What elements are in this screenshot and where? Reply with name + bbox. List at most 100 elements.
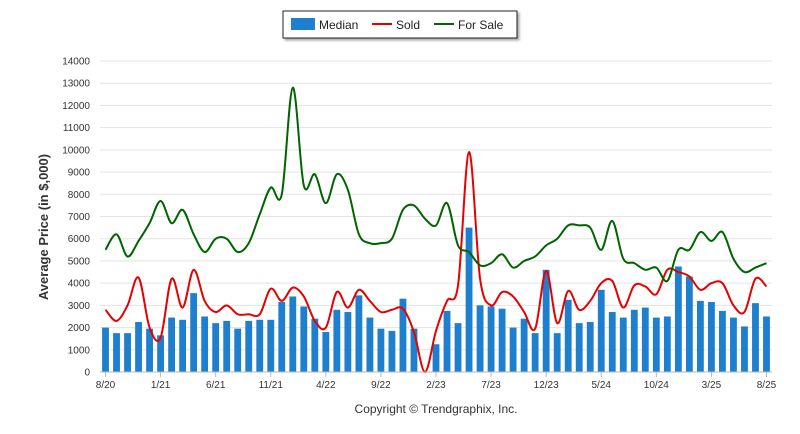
y-tick-label: 10000 bbox=[62, 145, 90, 156]
median-bar bbox=[388, 330, 396, 372]
x-tick-label: 11/21 bbox=[259, 380, 284, 391]
median-bar bbox=[707, 302, 715, 372]
legend-box bbox=[282, 10, 518, 39]
legend: Median Sold For Sale bbox=[282, 10, 518, 39]
median-bar bbox=[102, 327, 109, 372]
median-bar bbox=[564, 299, 572, 372]
legend-item-sold[interactable]: Sold bbox=[372, 18, 420, 32]
x-tick-label: 8/20 bbox=[96, 380, 116, 391]
copyright-credit: Copyright © Trendgraphix, Inc. bbox=[355, 402, 518, 416]
median-bar bbox=[730, 317, 737, 372]
y-tick-label: 11000 bbox=[63, 123, 91, 134]
x-tick-label: 5/24 bbox=[592, 380, 612, 391]
for-sale-line bbox=[104, 86, 767, 283]
median-bar bbox=[124, 333, 131, 372]
median-bar bbox=[300, 306, 308, 372]
median-bar bbox=[608, 312, 616, 372]
median-bar bbox=[399, 298, 407, 372]
median-bar bbox=[696, 300, 704, 372]
x-tick-label: 3/25 bbox=[702, 380, 722, 391]
y-tick-label: 8000 bbox=[68, 190, 91, 201]
median-bar bbox=[531, 333, 539, 372]
median-bar bbox=[763, 316, 770, 372]
y-tick-label: 9000 bbox=[68, 168, 91, 179]
median-bar bbox=[157, 335, 165, 372]
y-tick-label: 4000 bbox=[68, 279, 91, 290]
median-bar bbox=[190, 293, 198, 372]
median-bar bbox=[630, 309, 638, 372]
legend-label-median: Median bbox=[319, 18, 358, 32]
median-bars bbox=[102, 227, 770, 372]
median-bar bbox=[201, 316, 209, 372]
median-bar bbox=[212, 323, 220, 372]
median-bar bbox=[278, 302, 286, 372]
median-bar bbox=[322, 332, 330, 372]
x-tick-label: 4/22 bbox=[316, 380, 336, 391]
median-bar bbox=[476, 305, 484, 372]
median-bar bbox=[752, 303, 759, 372]
median-bar bbox=[685, 276, 693, 372]
median-bar bbox=[509, 327, 517, 372]
median-bar bbox=[719, 310, 726, 372]
x-tick-label: 6/21 bbox=[206, 380, 226, 391]
gridlines bbox=[100, 60, 772, 373]
y-tick-label: 1000 bbox=[68, 345, 91, 356]
median-bar bbox=[366, 317, 374, 372]
median-bar bbox=[553, 333, 561, 372]
y-tick-label: 5000 bbox=[68, 256, 91, 267]
x-tick-label: 10/24 bbox=[644, 380, 669, 391]
y-tick-label: 7000 bbox=[68, 212, 91, 223]
median-bar bbox=[432, 344, 440, 372]
median-bar bbox=[234, 328, 242, 372]
x-axis-ticks: 8/20 1/21 6/21 11/21 4/22 9/22 2/23 7/23 12/23 5/… bbox=[96, 372, 777, 391]
median-bar bbox=[344, 312, 352, 372]
median-bar bbox=[454, 323, 462, 372]
median-bar bbox=[135, 322, 142, 372]
y-axis-label: Average Price (in $,000) bbox=[36, 154, 51, 300]
legend-label-sold: Sold bbox=[396, 18, 420, 32]
x-tick-label: 7/23 bbox=[481, 380, 501, 391]
median-bar bbox=[289, 296, 297, 372]
median-bar bbox=[179, 319, 187, 372]
y-tick-label: 0 bbox=[84, 368, 90, 379]
median-bar bbox=[113, 333, 120, 372]
median-bar bbox=[542, 269, 550, 372]
median-bar bbox=[146, 328, 153, 372]
x-tick-label: 9/22 bbox=[371, 380, 391, 391]
median-bar bbox=[498, 308, 506, 372]
median-bar bbox=[487, 306, 495, 372]
median-bar bbox=[377, 328, 385, 372]
sold-line bbox=[104, 151, 768, 373]
median-bar bbox=[652, 317, 660, 372]
median-bar bbox=[245, 320, 253, 372]
y-axis-ticks: 0 1000 2000 3000 4000 5000 6000 7000 8000 9000 100… bbox=[62, 57, 90, 379]
y-tick-label: 13000 bbox=[62, 79, 90, 90]
median-bar bbox=[586, 322, 594, 372]
median-bar bbox=[355, 295, 363, 372]
y-tick-label: 2000 bbox=[68, 323, 91, 334]
median-bar bbox=[741, 326, 748, 372]
legend-swatch-median bbox=[291, 18, 315, 30]
x-tick-label: 2/23 bbox=[426, 380, 446, 391]
median-bar bbox=[674, 266, 682, 372]
median-bar bbox=[619, 317, 627, 372]
median-bar bbox=[333, 309, 341, 372]
median-bar bbox=[410, 328, 418, 372]
legend-item-median[interactable]: Median bbox=[291, 18, 358, 32]
legend-item-for-sale[interactable]: For Sale bbox=[434, 18, 504, 32]
median-bar bbox=[267, 319, 275, 372]
median-bar bbox=[256, 319, 264, 372]
x-tick-label: 1/21 bbox=[151, 380, 171, 391]
median-bar bbox=[597, 289, 605, 372]
median-bar bbox=[311, 318, 319, 372]
median-bar bbox=[168, 317, 176, 372]
y-tick-label: 3000 bbox=[68, 301, 91, 312]
legend-label-for-sale: For Sale bbox=[458, 18, 504, 32]
y-tick-label: 12000 bbox=[62, 101, 90, 112]
median-bar bbox=[663, 316, 671, 372]
x-tick-label: 12/23 bbox=[534, 380, 559, 391]
median-bar bbox=[520, 318, 528, 372]
y-tick-label: 14000 bbox=[62, 57, 90, 68]
median-bar bbox=[223, 320, 231, 372]
